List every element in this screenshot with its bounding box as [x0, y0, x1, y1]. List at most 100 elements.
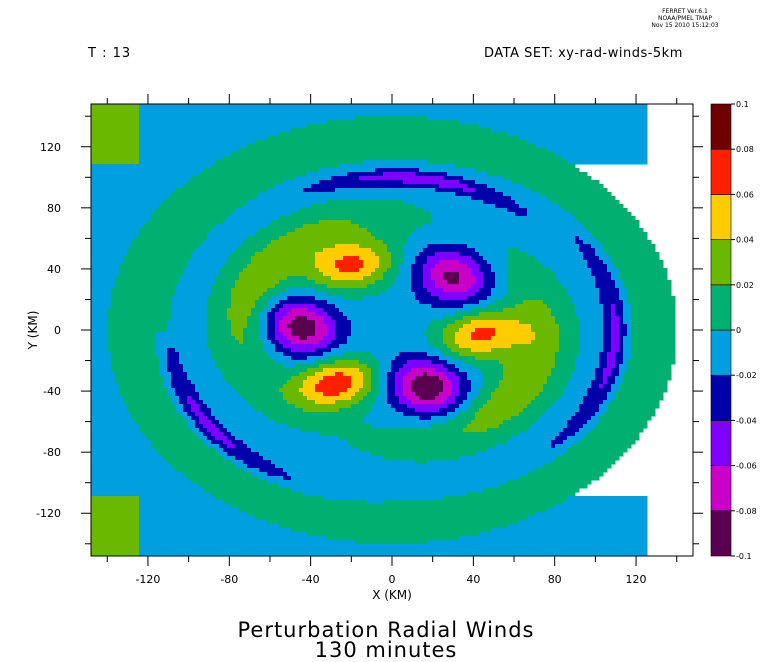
field-cell [91, 528, 140, 533]
field-cell [611, 340, 620, 345]
field-cell [583, 256, 600, 261]
field-cell [403, 252, 420, 257]
colorbar-label: 0.04 [736, 236, 754, 245]
field-cell [215, 416, 268, 421]
field-cell [147, 220, 224, 225]
dataset-label: DATA SET: xy-rad-winds-5km [484, 46, 683, 61]
field-cell [627, 288, 672, 293]
field-cell [375, 280, 396, 285]
field-cell [139, 108, 648, 113]
field-cell [371, 424, 432, 429]
field-cell [395, 376, 404, 381]
field-cell [395, 392, 404, 397]
field-cell [491, 348, 560, 353]
field-cell [551, 404, 580, 409]
field-cell [91, 264, 120, 269]
field-cell [139, 536, 328, 541]
stamp-line-3: Nov 15 2010 15:12:03 [651, 22, 719, 29]
field-cell [367, 228, 416, 233]
field-cell [615, 352, 624, 357]
field-cell [119, 388, 168, 393]
field-cell [551, 268, 592, 273]
field-cell [527, 212, 572, 217]
field-cell [563, 284, 596, 289]
field-cell [579, 404, 600, 409]
field-cell [139, 140, 256, 145]
field-cell [363, 372, 372, 377]
field-cell [359, 244, 388, 249]
field-cell [111, 292, 176, 297]
field-cell [471, 380, 484, 385]
field-cell [491, 396, 536, 401]
field-cell [611, 276, 620, 281]
field-cell [343, 256, 360, 261]
field-cell [207, 444, 220, 449]
field-cell [455, 364, 472, 369]
field-cell [607, 408, 656, 413]
field-cell [475, 328, 496, 333]
field-cell [427, 116, 648, 121]
field-cell [91, 292, 112, 297]
field-cell [167, 328, 208, 333]
field-cell [279, 132, 508, 137]
field-cell [91, 328, 108, 333]
field-cell [243, 268, 320, 273]
field-cell [623, 380, 668, 385]
field-cell [259, 336, 268, 341]
field-cell [123, 256, 192, 261]
field-cell [551, 372, 572, 377]
field-cell [543, 300, 572, 305]
field-cell [503, 376, 548, 381]
field-cell [371, 376, 380, 381]
field-cell [227, 216, 280, 221]
field-cell [159, 364, 168, 369]
field-cell [499, 360, 556, 365]
field-cell [235, 284, 276, 289]
field-cell [107, 324, 168, 329]
field-cell [379, 264, 392, 269]
field-cell [563, 392, 588, 397]
field-cell [463, 188, 476, 193]
field-cell [531, 400, 556, 405]
field-cell [223, 264, 248, 269]
contour-field [91, 104, 676, 556]
colorbar-label: 0.06 [736, 190, 754, 199]
stamp-line-1: FERRET Ver.6.1 [662, 8, 708, 15]
field-cell [191, 252, 232, 257]
field-cell [347, 336, 428, 341]
field-cell [599, 356, 608, 361]
field-cell [199, 396, 244, 401]
field-cell [279, 216, 432, 221]
field-cell [91, 444, 152, 449]
field-cell [171, 192, 260, 197]
field-cell [315, 288, 388, 293]
field-cell [411, 264, 424, 269]
field-cell [139, 428, 192, 433]
field-cell [255, 140, 528, 145]
field-cell [371, 452, 476, 457]
field-cell [483, 200, 516, 205]
field-cell [363, 276, 384, 281]
field-cell [495, 188, 532, 193]
field-cell [259, 192, 456, 197]
field-cell [623, 304, 632, 309]
field-cell [383, 276, 396, 281]
field-cell [523, 184, 604, 189]
field-cell [427, 328, 444, 333]
field-cell [199, 408, 212, 413]
field-cell [379, 368, 392, 373]
field-cell [139, 144, 248, 149]
field-cell [91, 244, 132, 249]
field-cell [139, 544, 648, 549]
field-cell [595, 252, 608, 257]
field-cell [91, 356, 112, 361]
field-cell [299, 336, 308, 341]
field-cell [431, 416, 456, 421]
field-cell [467, 288, 480, 293]
field-cell [519, 412, 544, 417]
field-cell [115, 284, 176, 289]
field-cell [623, 348, 632, 353]
field-cell [479, 388, 496, 393]
field-cell [395, 356, 440, 361]
field-cell [439, 260, 460, 265]
